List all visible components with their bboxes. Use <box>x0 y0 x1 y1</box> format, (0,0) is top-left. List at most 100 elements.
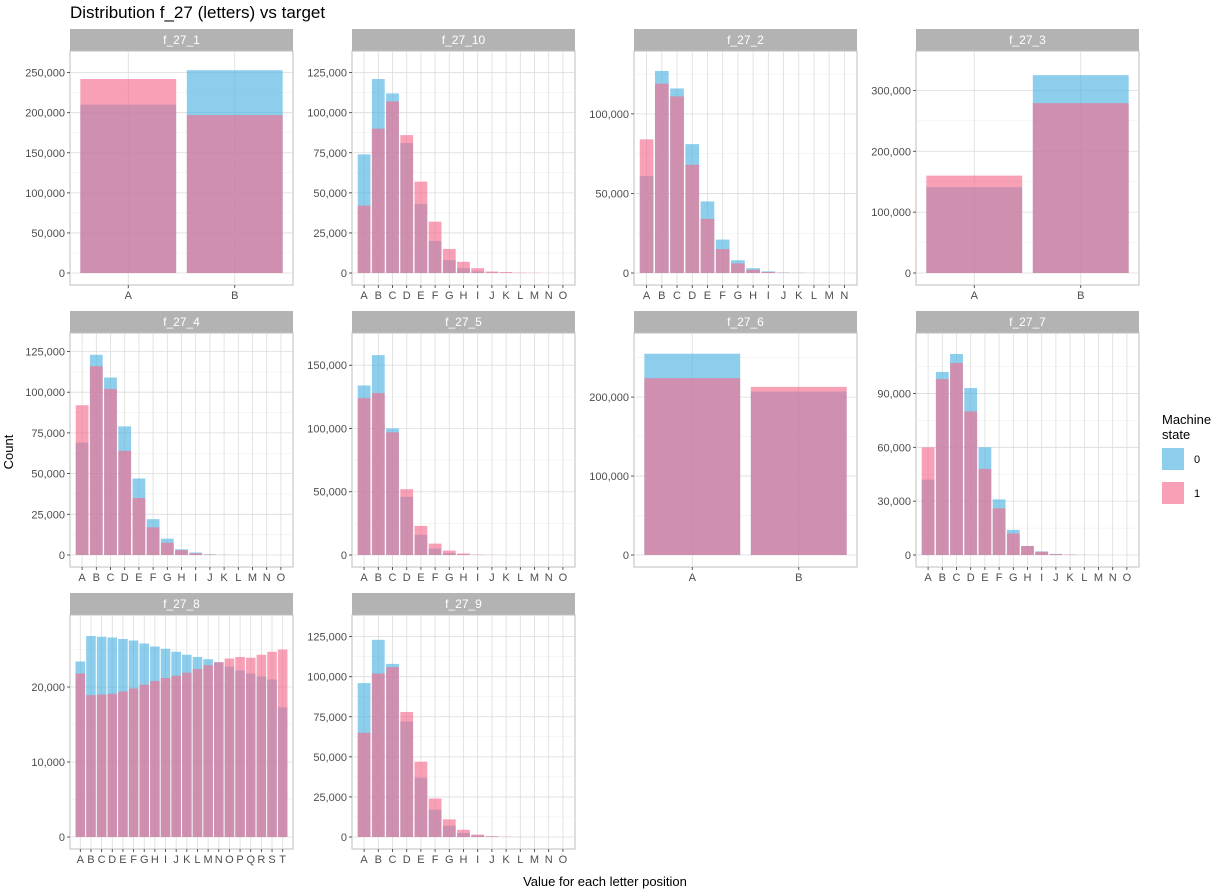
x-tick-label: F <box>432 290 439 302</box>
bar-f-27-4-g-state-1 <box>160 542 174 555</box>
x-tick-label: C <box>389 290 397 302</box>
facet-strip <box>70 311 293 333</box>
bar-f-27-9-f-state-1 <box>428 798 442 837</box>
y-tick-label: 0 <box>341 832 347 844</box>
y-tick-label: 300,000 <box>871 85 911 97</box>
bar-f-27-8-d-state-1 <box>107 693 118 837</box>
x-tick-label: J <box>207 572 213 584</box>
bar-f-27-9-g-state-1 <box>442 819 456 837</box>
bar-f-27-8-n-state-1 <box>213 662 224 837</box>
y-tick-label: 150,000 <box>307 360 347 372</box>
bar-f-27-8-e-state-1 <box>118 691 128 837</box>
x-tick-label: M <box>530 854 539 866</box>
x-tick-label: B <box>658 290 665 302</box>
bar-f-27-5-c-state-1 <box>386 432 399 555</box>
bar-f-27-7-g-state-1 <box>1006 533 1020 555</box>
bar-f-27-5-g-state-1 <box>442 550 456 555</box>
x-tick-label: M <box>1094 572 1103 584</box>
y-tick-label: 0 <box>59 268 65 280</box>
x-tick-label: C <box>98 854 106 866</box>
bar-f-27-8-k-state-1 <box>182 672 192 837</box>
x-tick-label: N <box>545 854 553 866</box>
bar-f-27-8-j-state-1 <box>171 675 181 837</box>
x-tick-label: N <box>545 290 553 302</box>
x-tick-label: O <box>559 572 568 584</box>
facet-strip <box>70 593 293 615</box>
x-tick-label: N <box>263 572 271 584</box>
x-tick-label: O <box>559 290 568 302</box>
y-tick-label: 50,000 <box>313 752 347 764</box>
bar-f-27-5-d-state-1 <box>400 489 414 555</box>
facet-strip <box>634 29 857 51</box>
x-tick-label: G <box>445 854 454 866</box>
x-tick-label: G <box>1009 572 1018 584</box>
x-tick-label: O <box>225 854 234 866</box>
bar-f-27-7-f-state-1 <box>992 508 1006 555</box>
bar-f-27-9-j-state-1 <box>485 836 499 837</box>
bar-f-27-5-a-state-1 <box>357 398 371 555</box>
bar-f-27-4-e-state-1 <box>132 498 146 555</box>
x-tick-label: F <box>150 572 157 584</box>
panel-f-27-4: f_27_4 0 25,000 50,000 75,000 100,000 125,000 A… <box>25 311 294 584</box>
x-tick-label: F <box>432 854 439 866</box>
y-tick-label: 150,000 <box>25 148 65 160</box>
y-tick-label: 100,000 <box>25 188 65 200</box>
facet-label: f_27_10 <box>442 33 486 47</box>
facet-label: f_27_6 <box>727 315 764 329</box>
y-tick-label: 50,000 <box>595 188 629 200</box>
legend-key-0 <box>1162 448 1184 470</box>
x-tick-label: D <box>403 572 411 584</box>
facet-label: f_27_4 <box>163 315 200 329</box>
x-tick-label: B <box>375 290 382 302</box>
facet-strip <box>352 29 575 51</box>
x-tick-label: H <box>178 572 186 584</box>
bar-f-27-10-g-state-1 <box>442 248 456 273</box>
bar-f-27-8-p-state-1 <box>235 657 245 837</box>
x-tick-label: Q <box>246 854 255 866</box>
y-tick-label: 100,000 <box>589 471 629 483</box>
y-tick-label: 50,000 <box>31 469 65 481</box>
y-tick-label: 100,000 <box>307 108 347 120</box>
bar-f-27-4-h-state-1 <box>175 550 188 555</box>
y-tick-label: 125,000 <box>307 68 347 80</box>
y-tick-label: 100,000 <box>871 207 911 219</box>
bar-f-27-2-e-state-1 <box>700 218 715 273</box>
bar-f-27-7-c-state-1 <box>950 362 963 555</box>
x-tick-label: C <box>953 572 961 584</box>
panel-f-27-10: f_27_10 0 25,000 50,000 75,000 100,000 125,000… <box>307 29 576 302</box>
x-tick-label: H <box>151 854 159 866</box>
x-tick-label: D <box>688 290 696 302</box>
bar-f-27-7-a-state-1 <box>921 447 935 555</box>
y-tick-label: 250,000 <box>25 68 65 80</box>
x-tick-label: C <box>389 854 397 866</box>
x-tick-label: G <box>445 290 454 302</box>
bar-f-27-5-e-state-1 <box>414 525 428 555</box>
panel-f-27-9: f_27_9 0 25,000 50,000 75,000 100,000 125,000 A… <box>307 593 576 866</box>
bar-f-27-10-a-state-1 <box>357 205 371 273</box>
bar-f-27-10-e-state-1 <box>414 181 428 273</box>
x-tick-label: L <box>811 290 817 302</box>
facet-label: f_27_1 <box>163 33 200 47</box>
facet-strip <box>916 29 1139 51</box>
x-tick-label: J <box>489 290 495 302</box>
bar-f-27-8-l-state-1 <box>192 669 203 837</box>
x-tick-label: G <box>734 290 743 302</box>
bar-f-27-8-a-state-1 <box>75 673 86 837</box>
y-tick-label: 0 <box>623 550 629 562</box>
bar-f-27-8-b-state-1 <box>86 695 96 837</box>
bar-f-27-4-b-state-1 <box>89 366 103 555</box>
bar-f-27-8-o-state-1 <box>224 658 235 837</box>
y-tick-label: 25,000 <box>31 509 65 521</box>
x-tick-label: E <box>417 854 424 866</box>
bar-f-27-7-d-state-1 <box>964 411 978 555</box>
bar-f-27-8-f-state-1 <box>128 688 139 837</box>
y-tick-label: 75,000 <box>313 148 347 160</box>
x-tick-label: D <box>121 572 129 584</box>
x-tick-label: B <box>375 572 382 584</box>
x-tick-label: B <box>795 572 802 584</box>
y-tick-label: 75,000 <box>31 428 65 440</box>
x-tick-label: L <box>235 572 241 584</box>
x-tick-label: J <box>489 572 495 584</box>
panel-f-27-7: f_27_7 0 30,000 60,000 90,000 A B C D E F G H I J K L M N O <box>877 311 1140 584</box>
x-tick-label: L <box>1081 572 1087 584</box>
